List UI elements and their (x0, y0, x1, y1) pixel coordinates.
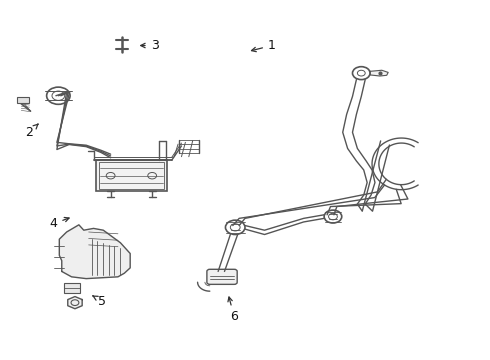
FancyBboxPatch shape (207, 269, 237, 284)
Text: 1: 1 (251, 39, 276, 52)
FancyBboxPatch shape (17, 97, 28, 103)
Text: 4: 4 (49, 217, 69, 230)
FancyBboxPatch shape (96, 160, 167, 191)
Text: 6: 6 (228, 297, 238, 324)
Text: 3: 3 (141, 39, 159, 52)
Text: 5: 5 (93, 295, 106, 308)
Polygon shape (370, 70, 388, 76)
Polygon shape (59, 225, 130, 279)
Text: 2: 2 (25, 124, 38, 139)
Polygon shape (68, 297, 82, 309)
FancyBboxPatch shape (64, 283, 80, 293)
